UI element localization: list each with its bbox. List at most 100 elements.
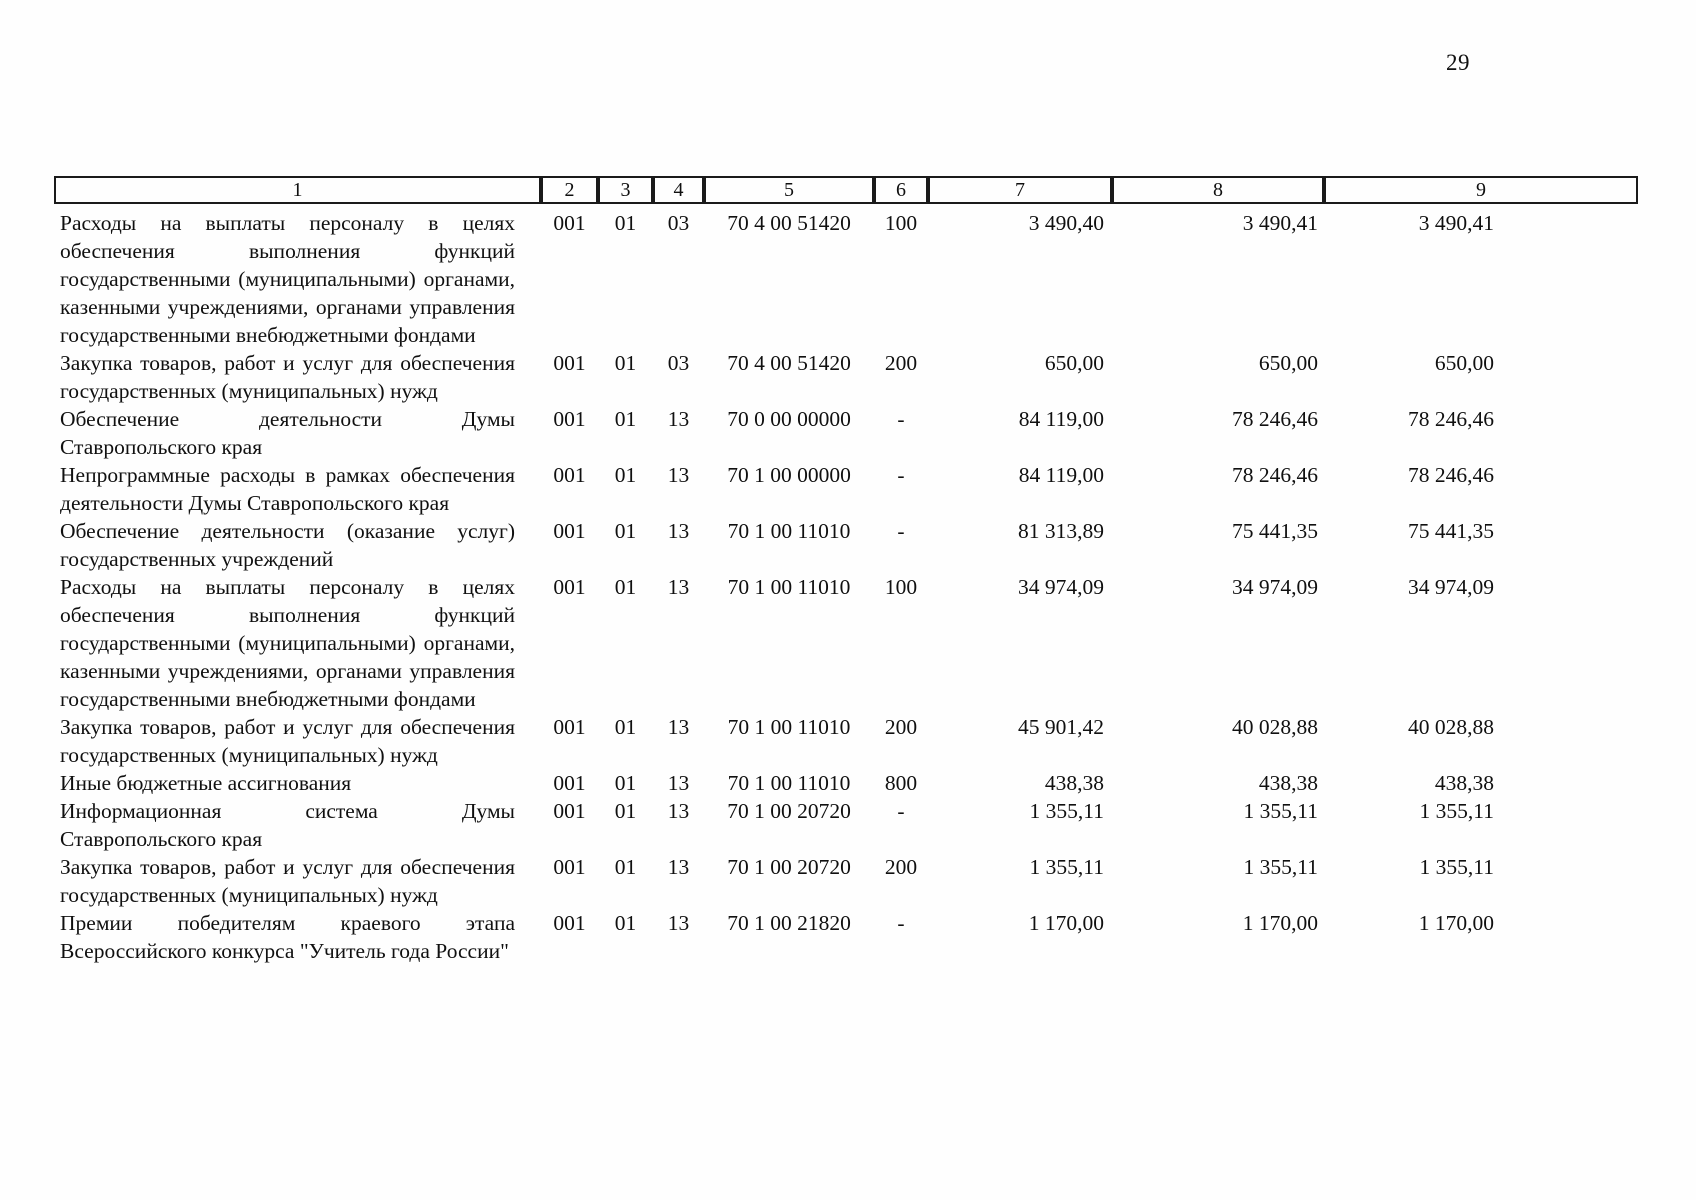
amount-col7-cell: 84 119,00 bbox=[1018, 463, 1104, 487]
header-cell-9: 9 bbox=[1324, 176, 1638, 204]
target-article-cell: 70 1 00 21820 bbox=[727, 911, 851, 935]
target-article-cell: 70 1 00 11010 bbox=[727, 715, 851, 739]
expense-type-cell: 800 bbox=[884, 771, 918, 795]
table-row: Премии победителям краевого этапа Всерос… bbox=[54, 909, 1640, 965]
section-code-cell: 01 bbox=[614, 351, 637, 375]
expense-name-cell: Закупка товаров, работ и услуг для обесп… bbox=[60, 351, 515, 403]
subsection-code-cell: 13 bbox=[667, 407, 690, 431]
table-row: Расходы на выплаты персоналу в целях обе… bbox=[54, 573, 1640, 713]
section-code-cell: 01 bbox=[614, 771, 637, 795]
amount-col7-cell: 84 119,00 bbox=[1018, 407, 1104, 431]
expense-name-cell: Информационная система Думы Ставропольск… bbox=[60, 799, 515, 851]
target-article-cell: 70 1 00 11010 bbox=[727, 519, 851, 543]
expense-name-cell: Иные бюджетные ассигнования bbox=[60, 771, 352, 795]
expense-type-cell: - bbox=[897, 519, 905, 543]
amount-col8-cell: 78 246,46 bbox=[1232, 407, 1318, 431]
amount-col7-cell: 34 974,09 bbox=[1018, 575, 1104, 599]
expense-name-cell: Закупка товаров, работ и услуг для обесп… bbox=[60, 855, 515, 907]
table-row: Непрограммные расходы в рамках обеспечен… bbox=[54, 461, 1640, 517]
header-cell-3: 3 bbox=[598, 176, 653, 204]
expense-type-cell: 200 bbox=[884, 351, 918, 375]
amount-col9-cell: 650,00 bbox=[1434, 351, 1494, 375]
target-article-cell: 70 1 00 11010 bbox=[727, 575, 851, 599]
header-cell-7: 7 bbox=[928, 176, 1112, 204]
section-code-cell: 01 bbox=[614, 799, 637, 823]
grbs-code-cell: 001 bbox=[553, 799, 586, 823]
subsection-code-cell: 03 bbox=[667, 351, 690, 375]
amount-col9-cell: 78 246,46 bbox=[1408, 407, 1494, 431]
section-code-cell: 01 bbox=[614, 575, 637, 599]
section-code-cell: 01 bbox=[614, 463, 637, 487]
grbs-code-cell: 001 bbox=[553, 463, 586, 487]
header-cell-8: 8 bbox=[1112, 176, 1324, 204]
expense-type-cell: - bbox=[897, 407, 905, 431]
subsection-code-cell: 13 bbox=[667, 715, 690, 739]
amount-col8-cell: 1 355,11 bbox=[1243, 855, 1318, 879]
amount-col9-cell: 438,38 bbox=[1434, 771, 1494, 795]
table-row: Информационная система Думы Ставропольск… bbox=[54, 797, 1640, 853]
table-row: Закупка товаров, работ и услуг для обесп… bbox=[54, 349, 1640, 405]
subsection-code-cell: 13 bbox=[667, 771, 690, 795]
grbs-code-cell: 001 bbox=[553, 771, 586, 795]
target-article-cell: 70 0 00 00000 bbox=[727, 407, 851, 431]
expense-type-cell: - bbox=[897, 911, 905, 935]
grbs-code-cell: 001 bbox=[553, 407, 586, 431]
table-row: Расходы на выплаты персоналу в целях обе… bbox=[54, 209, 1640, 349]
amount-col7-cell: 438,38 bbox=[1044, 771, 1104, 795]
expense-name-cell: Расходы на выплаты персоналу в целях обе… bbox=[60, 575, 515, 711]
amount-col9-cell: 1 355,11 bbox=[1419, 799, 1494, 823]
expense-name-cell: Обеспечение деятельности Думы Ставрополь… bbox=[60, 407, 515, 459]
amount-col7-cell: 81 313,89 bbox=[1018, 519, 1104, 543]
expense-name-cell: Закупка товаров, работ и услуг для обесп… bbox=[60, 715, 515, 767]
target-article-cell: 70 4 00 51420 bbox=[727, 211, 851, 235]
budget-expenditure-table: 1 2 3 4 5 6 7 8 9 Расходы на выплаты пер… bbox=[54, 176, 1640, 965]
table-header-row: 1 2 3 4 5 6 7 8 9 bbox=[54, 176, 1640, 204]
amount-col8-cell: 40 028,88 bbox=[1232, 715, 1318, 739]
header-cell-5: 5 bbox=[704, 176, 874, 204]
amount-col9-cell: 34 974,09 bbox=[1408, 575, 1494, 599]
grbs-code-cell: 001 bbox=[553, 911, 586, 935]
expense-type-cell: 100 bbox=[884, 575, 918, 599]
table-row: Обеспечение деятельности (оказание услуг… bbox=[54, 517, 1640, 573]
header-cell-4: 4 bbox=[653, 176, 704, 204]
section-code-cell: 01 bbox=[614, 855, 637, 879]
subsection-code-cell: 13 bbox=[667, 519, 690, 543]
subsection-code-cell: 13 bbox=[667, 911, 690, 935]
section-code-cell: 01 bbox=[614, 715, 637, 739]
table-row: Обеспечение деятельности Думы Ставрополь… bbox=[54, 405, 1640, 461]
target-article-cell: 70 1 00 11010 bbox=[727, 771, 851, 795]
expense-type-cell: 200 bbox=[884, 855, 918, 879]
header-cell-6: 6 bbox=[874, 176, 928, 204]
subsection-code-cell: 03 bbox=[667, 211, 690, 235]
section-code-cell: 01 bbox=[614, 407, 637, 431]
amount-col7-cell: 650,00 bbox=[1044, 351, 1104, 375]
amount-col7-cell: 1 355,11 bbox=[1029, 855, 1104, 879]
amount-col7-cell: 3 490,40 bbox=[1028, 211, 1104, 235]
subsection-code-cell: 13 bbox=[667, 575, 690, 599]
target-article-cell: 70 4 00 51420 bbox=[727, 351, 851, 375]
expense-type-cell: - bbox=[897, 799, 905, 823]
grbs-code-cell: 001 bbox=[553, 351, 586, 375]
amount-col8-cell: 3 490,41 bbox=[1242, 211, 1318, 235]
target-article-cell: 70 1 00 20720 bbox=[727, 799, 851, 823]
subsection-code-cell: 13 bbox=[667, 463, 690, 487]
page-number: 29 bbox=[1446, 50, 1470, 75]
table-body: Расходы на выплаты персоналу в целях обе… bbox=[54, 209, 1640, 965]
amount-col8-cell: 650,00 bbox=[1258, 351, 1318, 375]
grbs-code-cell: 001 bbox=[553, 715, 586, 739]
grbs-code-cell: 001 bbox=[553, 211, 586, 235]
amount-col8-cell: 34 974,09 bbox=[1232, 575, 1318, 599]
table-row: Закупка товаров, работ и услуг для обесп… bbox=[54, 853, 1640, 909]
subsection-code-cell: 13 bbox=[667, 799, 690, 823]
amount-col7-cell: 45 901,42 bbox=[1018, 715, 1104, 739]
target-article-cell: 70 1 00 20720 bbox=[727, 855, 851, 879]
expense-name-cell: Премии победителям краевого этапа Всерос… bbox=[60, 911, 515, 963]
amount-col7-cell: 1 170,00 bbox=[1028, 911, 1104, 935]
amount-col8-cell: 1 355,11 bbox=[1243, 799, 1318, 823]
subsection-code-cell: 13 bbox=[667, 855, 690, 879]
grbs-code-cell: 001 bbox=[553, 575, 586, 599]
header-cell-2: 2 bbox=[541, 176, 598, 204]
expense-name-cell: Обеспечение деятельности (оказание услуг… bbox=[60, 519, 515, 571]
amount-col7-cell: 1 355,11 bbox=[1029, 799, 1104, 823]
